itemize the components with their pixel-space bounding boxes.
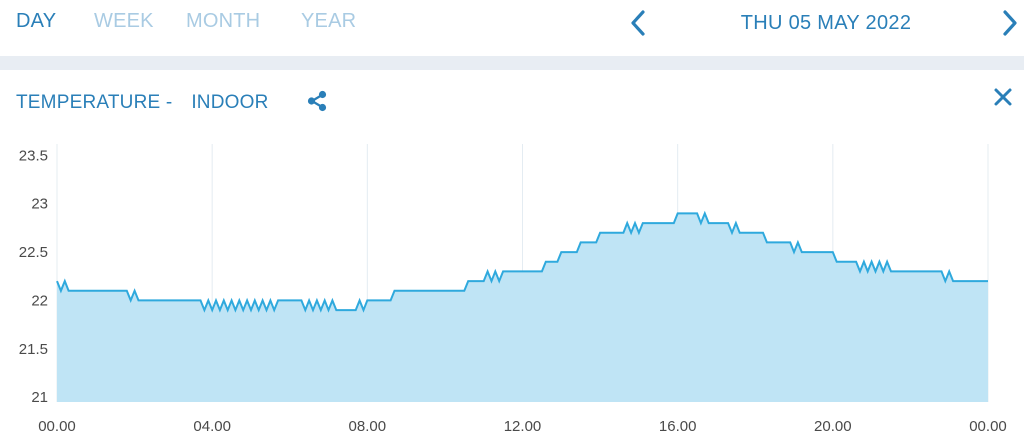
card-title-location: INDOOR xyxy=(191,92,269,113)
x-tick-label: 12.00 xyxy=(504,418,542,435)
x-tick-label: 08.00 xyxy=(349,418,387,435)
y-tick-label: 23.5 xyxy=(19,147,48,164)
section-separator xyxy=(0,56,1024,70)
y-axis-ticks: 21 21.5 22 22.5 23 23.5 xyxy=(19,147,48,406)
card-title-metric: TEMPERATURE - xyxy=(16,92,178,113)
x-tick-label: 04.00 xyxy=(193,418,231,435)
date-label: THU 05 MAY 2022 xyxy=(740,12,912,34)
temperature-area xyxy=(57,213,988,402)
range-tabs-bar: DAY WEEK MONTH YEAR THU 05 MAY 2022 xyxy=(0,0,1024,56)
chart-area-layer xyxy=(56,210,988,402)
tab-year[interactable]: YEAR xyxy=(301,10,357,32)
chevron-right-icon[interactable] xyxy=(1000,9,1020,37)
card-title: TEMPERATURE - INDOOR xyxy=(16,92,269,114)
x-axis-ticks: 00.00 04.00 08.00 12.00 16.00 20.00 00.00 xyxy=(38,418,1007,435)
x-tick-label: 00.00 xyxy=(969,418,1007,435)
y-tick-label: 22 xyxy=(31,292,48,309)
temperature-chart: 21 21.5 22 22.5 23 23.5 00.00 04.00 08.00 12.00 1… xyxy=(19,144,1007,435)
y-tick-label: 21 xyxy=(31,389,48,406)
y-tick-label: 22.5 xyxy=(19,244,48,261)
x-tick-label: 20.00 xyxy=(814,418,852,435)
tab-day[interactable]: DAY xyxy=(16,10,57,32)
tab-month[interactable]: MONTH xyxy=(186,10,261,32)
y-tick-label: 21.5 xyxy=(19,341,48,358)
share-icon[interactable] xyxy=(306,90,328,112)
temperature-line xyxy=(56,210,988,313)
tab-week[interactable]: WEEK xyxy=(94,10,154,32)
x-tick-label: 00.00 xyxy=(38,418,76,435)
y-tick-label: 23 xyxy=(31,196,48,213)
close-icon[interactable] xyxy=(992,86,1014,108)
chevron-left-icon[interactable] xyxy=(628,9,648,37)
x-tick-label: 16.00 xyxy=(659,418,697,435)
